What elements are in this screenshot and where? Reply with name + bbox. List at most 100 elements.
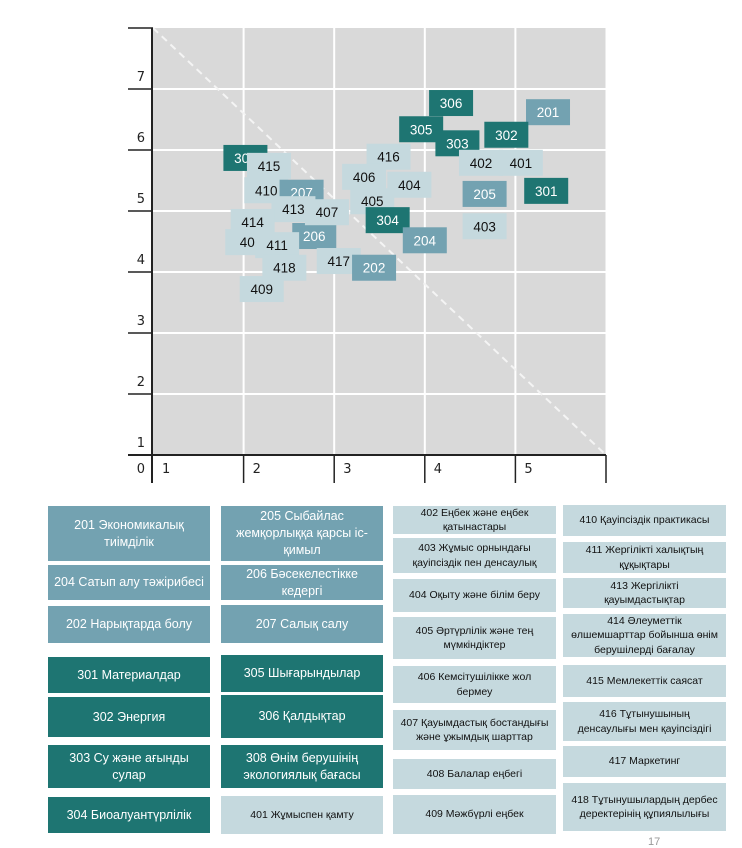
data-point-label: 202	[363, 261, 386, 276]
data-point-301: 301	[524, 177, 569, 204]
data-point-box	[402, 227, 447, 254]
data-point-box	[387, 171, 432, 198]
legend-item-label: 304 Биоалуантүрлілік	[66, 807, 192, 822]
data-point-box	[462, 180, 507, 207]
legend-item-403: 403 Жұмыс орнындағы қауіпсіздік пен денс…	[393, 538, 556, 573]
y-tick-label: 1	[137, 436, 145, 451]
data-point-label: 206	[303, 229, 326, 244]
data-point-label: 402	[470, 156, 493, 171]
legend-item-label: 306 Қалдықтар	[258, 709, 346, 724]
legend-item-label: 201 Экономикалық тиімділік	[74, 517, 184, 549]
data-point-box	[352, 254, 397, 281]
data-point-404: 404	[387, 171, 432, 198]
legend-item-408: 408 Балалар еңбегі	[393, 759, 556, 789]
data-point-label: 205	[473, 187, 496, 202]
legend-item-205: 205 Сыбайлас жемқорлыққа қарсы іс-қимыл	[221, 506, 383, 561]
data-point-label: 204	[414, 233, 437, 248]
data-point-406: 406	[342, 163, 387, 190]
legend-item-410: 410 Қауіпсіздік практикасы	[563, 505, 726, 536]
legend-item-label: 410 Қауіпсіздік практикасы	[579, 514, 710, 527]
data-point-label: 416	[377, 150, 400, 165]
legend-item-label: 416 Тұтынушының денсаулығы мен қауіпсізд…	[577, 708, 712, 735]
legend-item-label: 409 Мәжбүрлі еңбек	[425, 808, 524, 821]
legend-item-label: 205 Сыбайлас жемқорлыққа қарсы іс-қимыл	[236, 509, 368, 557]
legend-item-414: 414 Әлеуметтік өлшемшарттар бойынша өнім…	[563, 614, 726, 657]
data-point-label: 414	[241, 215, 264, 230]
legend-item-label: 308 Өнім берушінің экологиялық бағасы	[243, 750, 361, 782]
data-point-304: 304	[365, 207, 410, 234]
data-point-204: 204	[402, 227, 447, 254]
legend-item-label: 207 Салық салу	[255, 616, 349, 631]
data-point-box	[255, 232, 300, 259]
data-point-label: 418	[273, 261, 296, 276]
legend-item-label: 202 Нарықтарда болу	[65, 617, 192, 632]
legend-item-label: 404 Оқыту және білім беру	[409, 589, 540, 602]
data-point-206: 206	[292, 223, 337, 250]
legend-item-label: 302 Энергия	[92, 709, 166, 724]
diagonal-threshold-line	[152, 27, 607, 456]
data-point-box	[365, 207, 410, 234]
data-point-label: 306	[440, 96, 463, 111]
legend-item-411: 411 Жергілікті халықтың құқықтары	[563, 542, 726, 573]
y-tick-label: 0	[137, 462, 145, 477]
legend-item-306: 306 Қалдықтар	[221, 695, 383, 738]
data-point-label: 413	[282, 202, 305, 217]
data-point-411: 411	[255, 232, 300, 259]
legend-item-label: 301 Материалдар	[77, 667, 181, 682]
data-point-label: 401	[510, 156, 533, 171]
legend-item-204: 204 Сатып алу тәжірибесі	[48, 565, 210, 600]
data-point-415: 415	[246, 152, 291, 179]
legend-item-409: 409 Мәжбүрлі еңбек	[393, 795, 556, 834]
legend-item-label: 303 Су және ағынды сулар	[69, 750, 189, 782]
data-point-402: 402	[458, 149, 503, 176]
data-point-label: 411	[266, 238, 288, 253]
data-point-201: 201	[526, 99, 571, 126]
legend-item-label: 411 Жергілікті халықтың құқықтары	[585, 544, 704, 571]
legend-item-405: 405 Әртүрлілік және тең мүмкіндіктер	[393, 617, 556, 659]
legend-item-417: 417 Маркетинг	[563, 746, 726, 777]
legend-item-305: 305 Шығарындылар	[221, 655, 383, 692]
y-tick-label: 2	[137, 375, 145, 390]
legend-item-416: 416 Тұтынушының денсаулығы мен қауіпсізд…	[563, 702, 726, 741]
legend-item-406: 406 Кемсітушілікке жол бермеу	[393, 666, 556, 703]
data-point-box	[526, 99, 571, 126]
legend-item-label: 408 Балалар еңбегі	[426, 767, 523, 780]
data-point-label: 405	[361, 194, 384, 209]
legend-item-301: 301 Материалдар	[48, 657, 210, 693]
data-point-label: 415	[258, 159, 281, 174]
legend-item-413: 413 Жергілікті қауымдастықтар	[563, 578, 726, 608]
y-tick-label: 5	[137, 192, 145, 207]
legend-item-label: 204 Сатып алу тәжірибесі	[54, 575, 204, 590]
data-point-box	[484, 121, 529, 148]
legend-item-label: 402 Еңбек және еңбек қатынастары	[420, 506, 529, 533]
data-point-box	[429, 90, 474, 117]
legend-item-label: 418 Тұтынушылардың дербес деректерінің қ…	[571, 793, 718, 820]
legend-item-label: 415 Мемлекеттік саясат	[586, 674, 703, 687]
data-point-label: 40	[240, 235, 255, 250]
x-tick-label: 2	[253, 462, 261, 477]
x-tick-label: 3	[343, 462, 351, 477]
data-point-box	[462, 213, 507, 240]
data-point-401: 401	[498, 149, 543, 176]
data-point-403: 403	[462, 213, 507, 240]
legend-item-304: 304 Биоалуантүрлілік	[48, 797, 210, 833]
data-point-label: 417	[327, 254, 350, 269]
legend-item-label: 405 Әртүрлілік және тең мүмкіндіктер	[415, 624, 534, 651]
x-tick-label: 4	[434, 462, 442, 477]
data-point-box	[304, 199, 349, 226]
data-point-407: 407	[304, 199, 349, 226]
y-tick-label: 6	[137, 131, 145, 146]
legend-item-label: 406 Кемсітушілікке жол бермеу	[417, 671, 532, 698]
legend-item-418: 418 Тұтынушылардың дербес деректерінің қ…	[563, 783, 726, 831]
legend-item-308: 308 Өнім берушінің экологиялық бағасы	[221, 745, 383, 788]
data-point-box	[292, 223, 337, 250]
legend-item-label: 407 Қауымдастық бостандығы және ұжымдық …	[400, 716, 549, 743]
data-point-label: 409	[250, 282, 273, 297]
data-point-302: 302	[484, 121, 529, 148]
legend-item-label: 206 Бәсекелестікке кедергі	[246, 566, 358, 598]
legend-item-202: 202 Нарықтарда болу	[48, 606, 210, 643]
x-tick-label: 1	[162, 462, 170, 477]
legend-item-label: 413 Жергілікті қауымдастықтар	[604, 579, 685, 606]
legend-item-label: 414 Әлеуметтік өлшемшарттар бойынша өнім…	[571, 615, 718, 656]
y-tick-label: 7	[137, 70, 145, 85]
